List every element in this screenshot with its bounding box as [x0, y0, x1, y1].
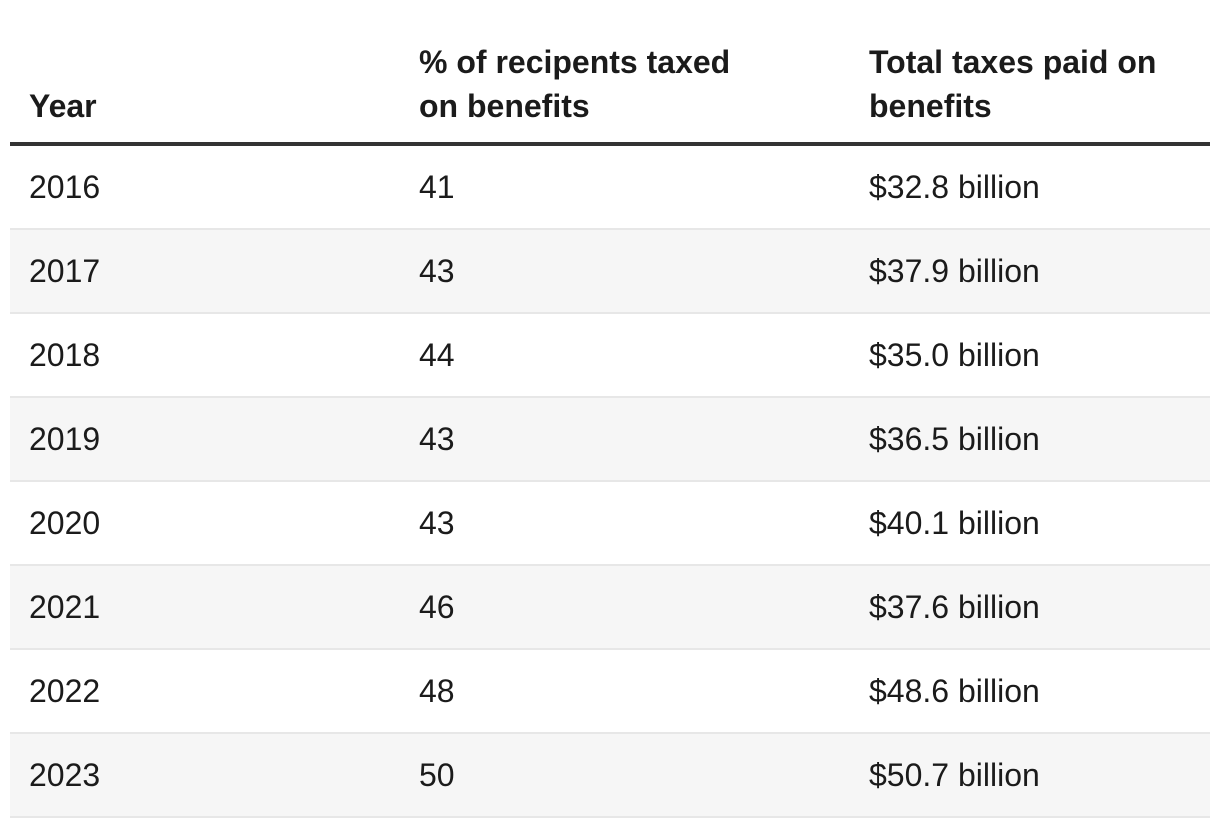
cell-total-taxes: $35.0 billion: [850, 313, 1210, 398]
table-row: 2021 46 $37.6 billion: [10, 565, 1210, 650]
cell-pct-taxed: 41: [400, 144, 850, 230]
table-row: 2017 43 $37.9 billion: [10, 229, 1210, 314]
cell-year: 2022: [10, 649, 400, 734]
table-body: 2016 41 $32.8 billion 2017 43 $37.9 bill…: [10, 144, 1210, 818]
cell-year: 2016: [10, 144, 400, 230]
table-row: 2023 50 $50.7 billion: [10, 733, 1210, 818]
cell-total-taxes: $37.9 billion: [850, 229, 1210, 314]
table-row: 2022 48 $48.6 billion: [10, 649, 1210, 734]
benefits-tax-table: Year % of recipents taxed on benefits To…: [10, 0, 1210, 818]
benefits-tax-table-container: Year % of recipents taxed on benefits To…: [10, 0, 1210, 818]
table-row: 2018 44 $35.0 billion: [10, 313, 1210, 398]
table-row: 2019 43 $36.5 billion: [10, 397, 1210, 482]
cell-year: 2019: [10, 397, 400, 482]
cell-pct-taxed: 43: [400, 229, 850, 314]
column-header-total-taxes-label: Total taxes paid on benefits: [869, 44, 1157, 124]
cell-year: 2018: [10, 313, 400, 398]
column-header-pct-taxed: % of recipents taxed on benefits: [400, 0, 850, 146]
cell-total-taxes: $40.1 billion: [850, 481, 1210, 566]
cell-pct-taxed: 46: [400, 565, 850, 650]
cell-year: 2020: [10, 481, 400, 566]
table-header: Year % of recipents taxed on benefits To…: [10, 0, 1210, 146]
cell-pct-taxed: 50: [400, 733, 850, 818]
column-header-year-label: Year: [29, 88, 97, 124]
cell-year: 2017: [10, 229, 400, 314]
table-row: 2020 43 $40.1 billion: [10, 481, 1210, 566]
column-header-pct-taxed-label: % of recipents taxed on benefits: [419, 44, 731, 124]
cell-pct-taxed: 44: [400, 313, 850, 398]
cell-total-taxes: $32.8 billion: [850, 144, 1210, 230]
cell-pct-taxed: 43: [400, 481, 850, 566]
cell-total-taxes: $36.5 billion: [850, 397, 1210, 482]
column-header-year: Year: [10, 0, 400, 146]
cell-year: 2021: [10, 565, 400, 650]
cell-pct-taxed: 43: [400, 397, 850, 482]
cell-total-taxes: $48.6 billion: [850, 649, 1210, 734]
header-row: Year % of recipents taxed on benefits To…: [10, 0, 1210, 146]
cell-year: 2023: [10, 733, 400, 818]
cell-pct-taxed: 48: [400, 649, 850, 734]
table-row: 2016 41 $32.8 billion: [10, 144, 1210, 230]
cell-total-taxes: $50.7 billion: [850, 733, 1210, 818]
column-header-total-taxes: Total taxes paid on benefits: [850, 0, 1210, 146]
cell-total-taxes: $37.6 billion: [850, 565, 1210, 650]
